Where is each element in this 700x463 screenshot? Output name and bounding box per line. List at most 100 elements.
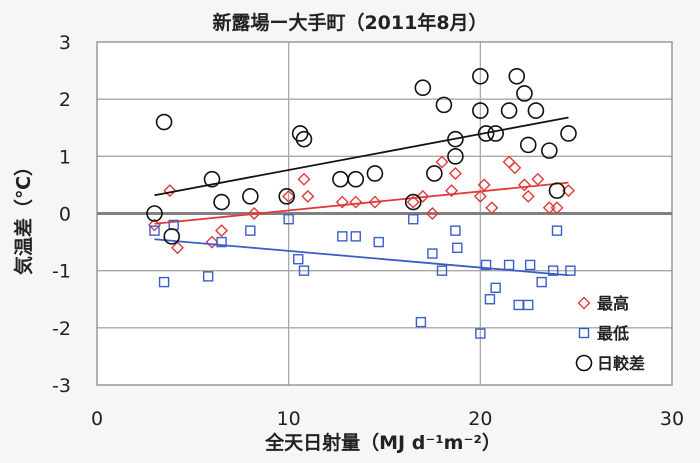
- series-circle-point: [163, 228, 181, 245]
- x-tick-label: 30: [660, 408, 684, 430]
- series-circle-point: [472, 68, 489, 85]
- series-square-point: [350, 231, 361, 242]
- series-circle-point: [203, 170, 221, 188]
- y-tick-label: 3: [59, 32, 71, 54]
- y-tick-label: 1: [59, 146, 71, 168]
- legend-marker-circle: [575, 354, 593, 372]
- series-circle-point: [519, 136, 537, 154]
- series-diamond-point: [301, 189, 315, 203]
- series-circle-point: [516, 85, 533, 102]
- series-square-point: [283, 214, 294, 225]
- series-square-point: [452, 242, 463, 254]
- series-square-point: [524, 259, 536, 271]
- series-diamond-point: [349, 195, 363, 209]
- series-diamond-point: [205, 235, 219, 249]
- series-circle-point: [472, 102, 489, 119]
- series-square-point: [547, 265, 559, 276]
- series-square-point: [158, 276, 170, 288]
- series-circle-point: [213, 193, 230, 211]
- series-circle-point: [404, 193, 422, 211]
- legend-marker-diamond: [577, 296, 591, 310]
- series-circle-point: [447, 130, 464, 148]
- series-circle-point: [146, 205, 163, 222]
- series-circle-trendline: [154, 116, 569, 197]
- series-diamond-point: [531, 172, 545, 186]
- series-diamond-point: [448, 166, 462, 180]
- series-circle-point: [435, 96, 453, 114]
- series-square-point: [373, 236, 384, 248]
- y-tick-label: -3: [52, 375, 71, 397]
- series-square-point: [245, 225, 256, 236]
- series-diamond-point: [508, 161, 522, 175]
- series-diamond-point: [335, 195, 349, 209]
- series-diamond-point: [485, 201, 499, 215]
- series-circle-point: [278, 188, 296, 205]
- series-circle-point: [560, 125, 577, 142]
- series-square-point: [475, 328, 486, 339]
- y-tick-label: -2: [52, 318, 71, 340]
- series-circle-point: [414, 79, 432, 97]
- series-circle-point: [500, 102, 518, 119]
- legend-label: 最低: [597, 324, 629, 343]
- series-diamond-point: [282, 189, 296, 203]
- series-square-point: [337, 231, 348, 242]
- series-circle-point: [527, 102, 545, 119]
- legend-label: 日較差: [597, 354, 645, 373]
- series-circle-point: [155, 113, 173, 131]
- x-axis-title: 全天日射量（MJ d⁻¹m⁻²）: [264, 431, 501, 454]
- series-diamond-point: [215, 224, 229, 238]
- series-diamond-trendline: [154, 181, 569, 225]
- series-diamond-point: [247, 207, 261, 220]
- series-circle-point: [541, 142, 558, 159]
- chart-title: 新露場ー大手町（2011年8月）: [212, 11, 487, 34]
- series-square-trendline: [154, 238, 569, 277]
- series-diamond-point: [521, 189, 535, 203]
- y-axis-title: 気温差（℃）: [12, 157, 35, 275]
- series-square-point: [408, 214, 419, 225]
- series-square-point: [427, 248, 438, 259]
- series-square-point: [298, 265, 310, 276]
- x-tick-label: 20: [468, 408, 492, 430]
- series-diamond-point: [445, 184, 459, 198]
- series-circle-point: [295, 130, 313, 148]
- legend-marker-square: [578, 327, 590, 339]
- series-circle-point: [242, 188, 259, 205]
- series-circle-point: [366, 165, 384, 182]
- series-square-point: [536, 276, 547, 288]
- legend-label: 最高: [597, 294, 629, 313]
- series-square-point: [436, 265, 448, 276]
- series-square-point: [484, 294, 496, 305]
- series-square-point: [523, 299, 534, 311]
- series-square-point: [450, 225, 461, 236]
- series-diamond-point: [163, 184, 177, 198]
- series-square-point: [202, 271, 214, 282]
- series-square-point: [551, 225, 563, 236]
- x-tick-label: 0: [91, 408, 103, 430]
- series-diamond-point: [473, 189, 487, 203]
- series-diamond-point: [368, 195, 382, 209]
- series-diamond-point: [425, 207, 439, 220]
- x-tick-label: 10: [277, 408, 301, 430]
- y-tick-label: 2: [59, 89, 71, 111]
- series-circle-point: [447, 148, 464, 165]
- series-diamond-point: [550, 201, 564, 215]
- y-tick-label: -1: [52, 261, 71, 283]
- series-diamond-point: [297, 172, 311, 186]
- series-circle-point: [487, 125, 504, 142]
- y-tick-label: 0: [59, 204, 71, 226]
- series-circle-point: [426, 165, 443, 182]
- series-square-point: [565, 265, 576, 276]
- series-square-point: [490, 282, 501, 294]
- series-diamond-point: [416, 189, 430, 203]
- series-circle-point: [347, 170, 365, 188]
- series-square-point: [216, 236, 227, 248]
- series-square-point: [415, 316, 427, 328]
- series-square-point: [480, 259, 492, 271]
- series-circle-point: [508, 68, 526, 85]
- series-diamond-point: [517, 178, 531, 192]
- series-square-point: [293, 254, 304, 265]
- series-diamond-point: [435, 155, 449, 169]
